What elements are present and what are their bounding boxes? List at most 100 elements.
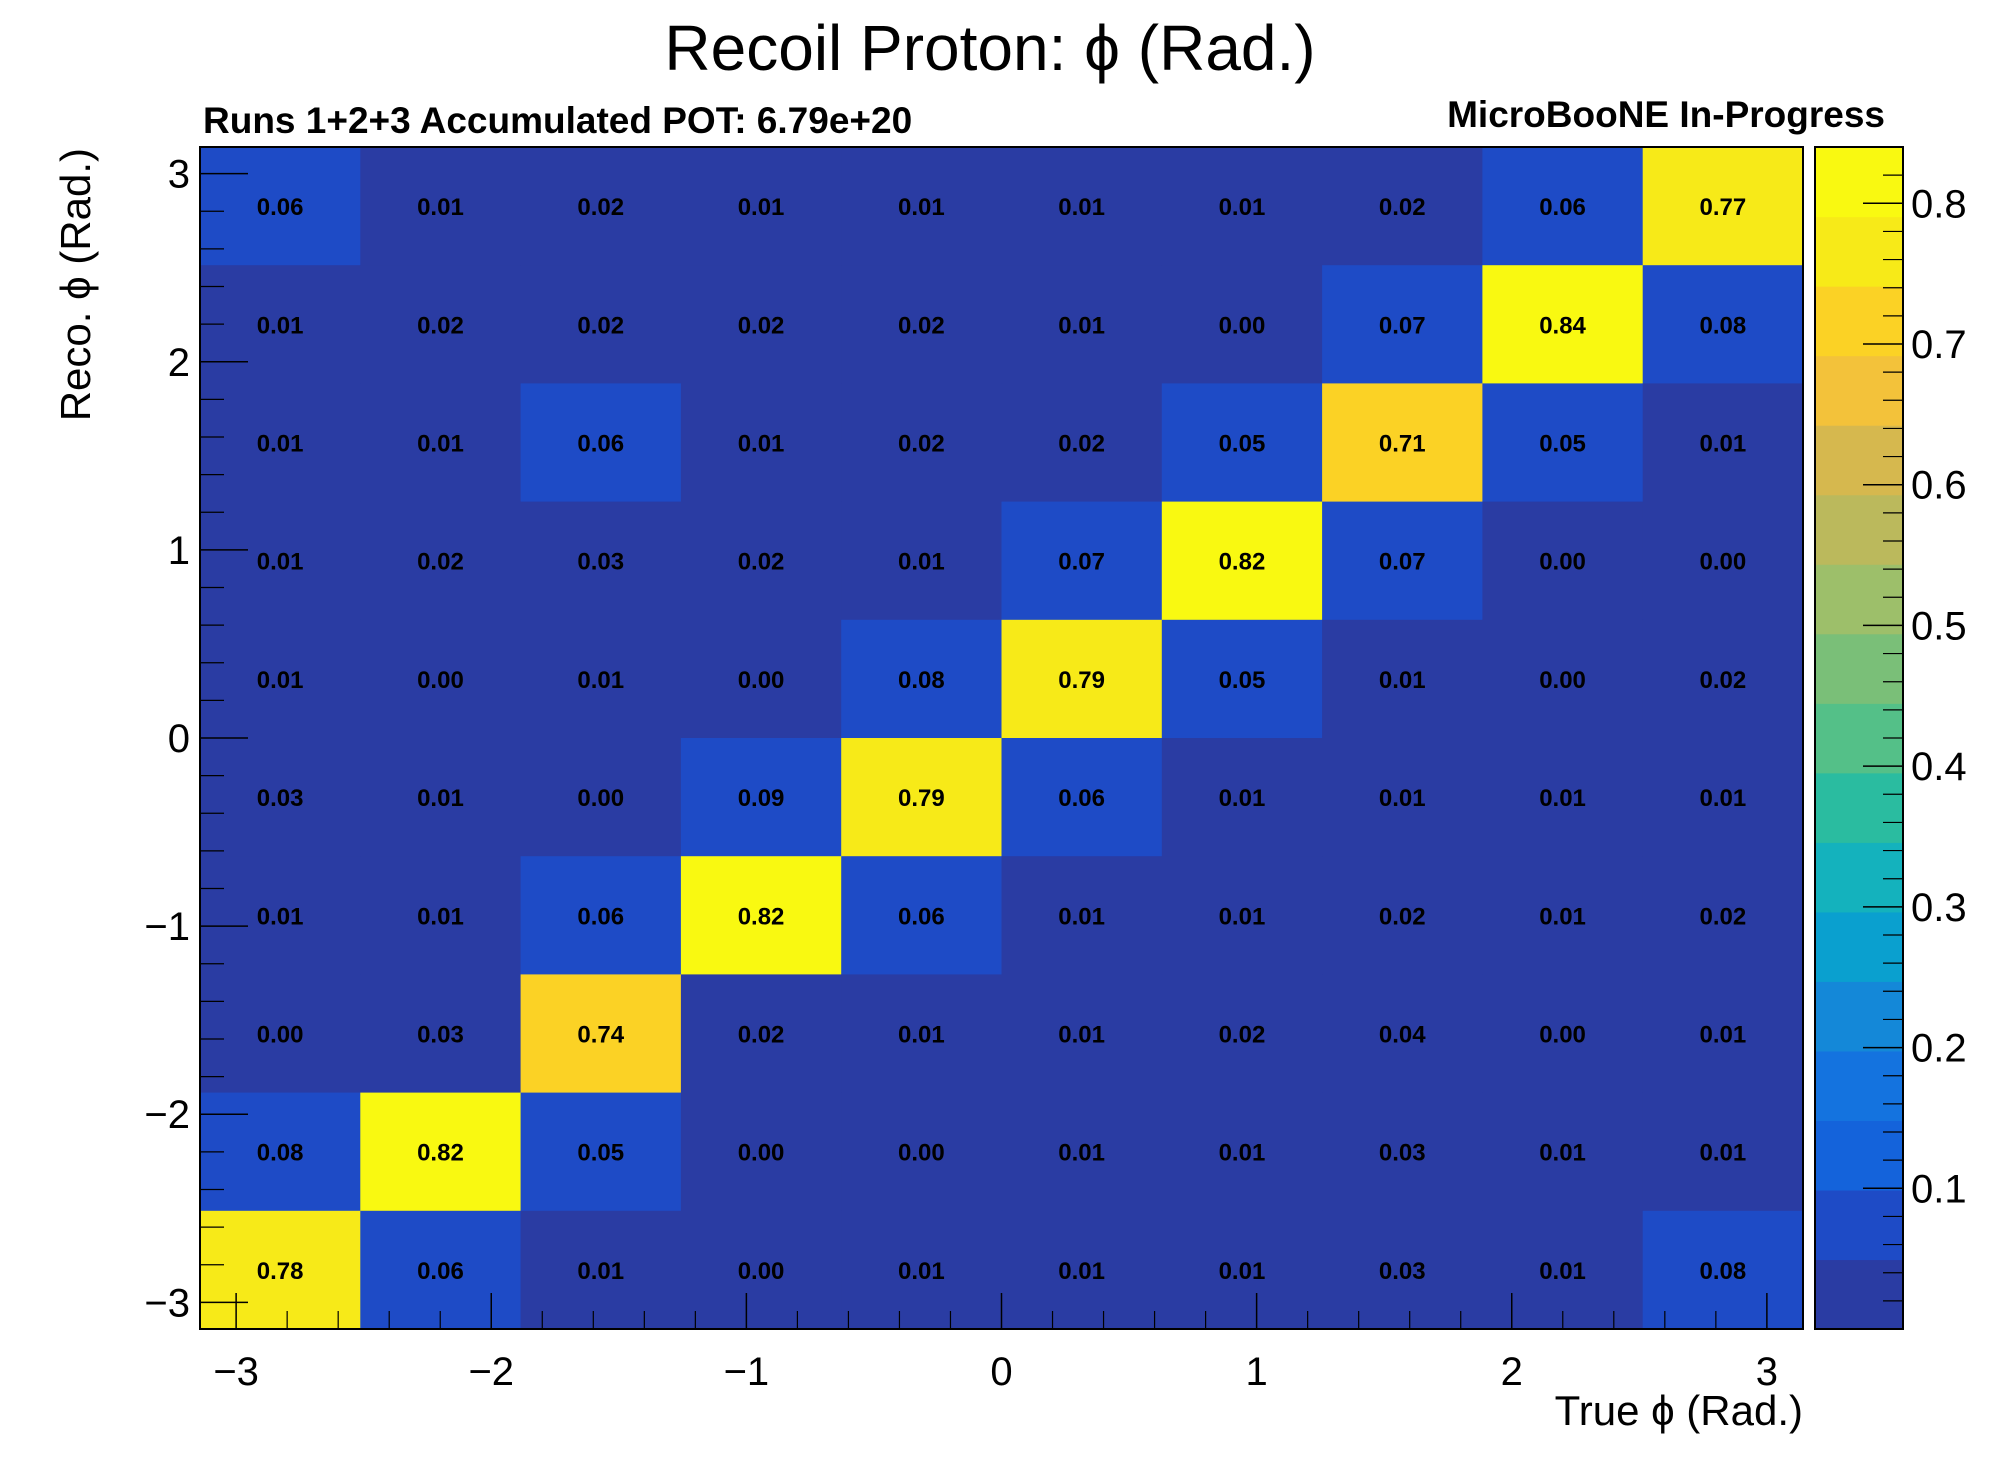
cell-value-label: 0.01 <box>1219 1140 1266 1167</box>
cell-value-label: 0.01 <box>1699 1022 1746 1049</box>
cell-value-label: 0.79 <box>898 785 945 812</box>
heatmap-cell <box>520 265 682 384</box>
cell-value-label: 0.01 <box>257 903 304 930</box>
heatmap-cell <box>200 974 361 1094</box>
cell-value-label: 0.01 <box>1539 1140 1586 1167</box>
heatmap-cell <box>1482 974 1644 1094</box>
heatmap-cell <box>200 738 361 857</box>
cell-value-label: 0.01 <box>898 194 945 221</box>
cell-value-label: 0.77 <box>1699 194 1746 221</box>
heatmap-cell <box>1001 383 1163 503</box>
colorbar <box>1815 147 1903 1330</box>
cell-value-label: 0.01 <box>417 194 464 221</box>
heatmap-cell <box>200 501 361 621</box>
colorbar-segment <box>1815 1050 1903 1122</box>
cell-value-label: 0.05 <box>577 1140 624 1167</box>
cell-value-label: 0.01 <box>1219 903 1266 930</box>
cell-value-label: 0.01 <box>1699 431 1746 458</box>
cell-value-label: 0.02 <box>1699 667 1746 694</box>
cell-value-label: 0.01 <box>1058 1258 1105 1285</box>
heatmap-cell <box>200 383 361 503</box>
heatmap-cell <box>680 1092 842 1212</box>
heatmap-cell <box>680 974 842 1094</box>
cell-value-label: 0.06 <box>257 194 304 221</box>
cell-value-label: 0.01 <box>417 903 464 930</box>
heatmap-cells <box>200 147 1804 1330</box>
heatmap-cell <box>360 974 522 1094</box>
heatmap-cell <box>1642 1210 1804 1330</box>
cell-value-label: 0.01 <box>417 431 464 458</box>
cell-value-label: 0.00 <box>1539 549 1586 576</box>
y-tick-label: −1 <box>144 905 190 949</box>
cell-value-label: 0.79 <box>1058 667 1105 694</box>
heatmap-cell <box>1322 383 1483 503</box>
heatmap-cell <box>1322 619 1483 739</box>
heatmap-cell <box>360 147 522 266</box>
heatmap-cell <box>1001 856 1163 975</box>
heatmap-cell <box>680 738 842 857</box>
cell-value-label: 0.05 <box>1539 431 1586 458</box>
heatmap-cell <box>841 856 1003 975</box>
heatmap-cell <box>1161 974 1323 1094</box>
heatmap-cell <box>200 856 361 975</box>
cell-value-label: 0.02 <box>577 312 624 339</box>
heatmap-cell <box>1642 738 1804 857</box>
cell-value-label: 0.00 <box>577 785 624 812</box>
heatmap-cell <box>841 738 1003 857</box>
cell-value-label: 0.01 <box>1058 194 1105 221</box>
cell-value-label: 0.71 <box>1379 431 1426 458</box>
heatmap-cell <box>1482 1092 1644 1212</box>
colorbar-segment <box>1815 494 1903 565</box>
colorbar-segment <box>1815 1259 1903 1330</box>
colorbar-segment <box>1815 1120 1903 1191</box>
heatmap-cell <box>1482 265 1644 384</box>
heatmap-cell <box>1642 856 1804 975</box>
colorbar-tick-label: 0.5 <box>1911 604 1967 648</box>
cell-value-label: 0.06 <box>577 431 624 458</box>
colorbar-tick-label: 0.7 <box>1911 323 1967 367</box>
heatmap-cell <box>200 1210 361 1330</box>
x-axis-ticks: −3 −2 −1 0 1 2 3 <box>213 1293 1778 1394</box>
cell-value-label: 0.01 <box>898 1022 945 1049</box>
cell-value-label: 0.01 <box>1379 667 1426 694</box>
heatmap-cell <box>520 501 682 621</box>
y-tick-label: 1 <box>168 529 190 573</box>
colorbar-segment <box>1815 564 1903 635</box>
cell-value-label: 0.01 <box>1219 194 1266 221</box>
heatmap-cell <box>1322 501 1483 621</box>
cell-value-label: 0.08 <box>257 1140 304 1167</box>
heatmap-cell <box>360 265 522 384</box>
cell-value-label: 0.82 <box>738 903 785 930</box>
heatmap-cell <box>1001 1210 1163 1330</box>
heatmap-cell <box>360 738 522 857</box>
heatmap-cell <box>841 974 1003 1094</box>
cell-value-label: 0.01 <box>1058 903 1105 930</box>
cell-value-label: 0.01 <box>257 549 304 576</box>
heatmap-cell <box>1161 738 1323 857</box>
cell-value-label: 0.01 <box>1539 1258 1586 1285</box>
y-tick-label: −3 <box>144 1281 190 1325</box>
heatmap-cell <box>1642 147 1804 266</box>
colorbar-segment <box>1815 147 1903 218</box>
cell-value-label: 0.06 <box>417 1258 464 1285</box>
heatmap-cell <box>841 265 1003 384</box>
x-tick-label: −3 <box>213 1350 259 1394</box>
cell-value-label: 0.01 <box>257 312 304 339</box>
heatmap-cell <box>520 1092 682 1212</box>
y-tick-label: 2 <box>168 341 190 385</box>
cell-value-label: 0.03 <box>1379 1258 1426 1285</box>
heatmap-cell <box>1322 147 1483 266</box>
heatmap-cell-labels: 0.06 0.01 0.02 0.01 0.01 0.01 0.01 0.02 0.06 0.77… <box>257 194 1746 1285</box>
cell-value-label: 0.05 <box>1219 431 1266 458</box>
heatmap-cell <box>1161 619 1323 739</box>
cell-value-label: 0.06 <box>898 903 945 930</box>
heatmap-cell <box>1642 383 1804 503</box>
colorbar-tick-label: 0.3 <box>1911 886 1967 930</box>
heatmap-cell <box>1482 619 1644 739</box>
cell-value-label: 0.03 <box>577 549 624 576</box>
cell-value-label: 0.02 <box>1058 431 1105 458</box>
heatmap-cell <box>1001 147 1163 266</box>
cell-value-label: 0.02 <box>738 1022 785 1049</box>
x-axis-label: True ϕ (Rad.) <box>1555 1387 1803 1434</box>
colorbar-tick-label: 0.4 <box>1911 745 1967 789</box>
